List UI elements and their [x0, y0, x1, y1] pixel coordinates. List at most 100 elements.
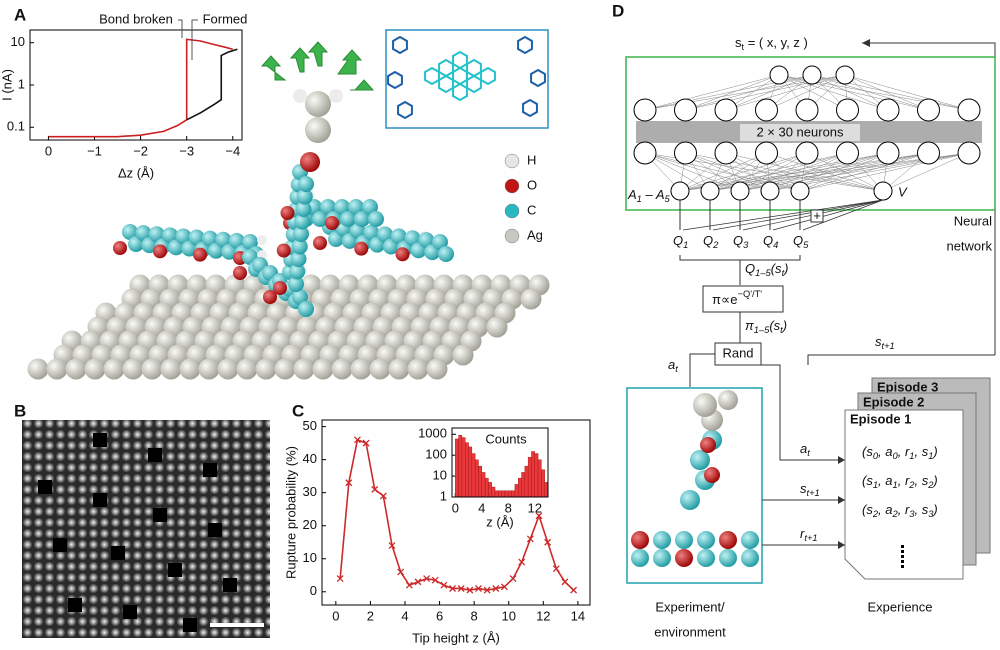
silver-atom	[274, 358, 296, 380]
plus-box	[810, 209, 824, 223]
text-segment: 2	[712, 240, 719, 250]
silver-atom	[331, 358, 353, 380]
data-point	[379, 492, 387, 500]
atom	[697, 549, 715, 567]
experience-input-label: st+1	[800, 481, 820, 498]
force-arrow	[350, 79, 375, 91]
connection	[739, 152, 808, 192]
data-point	[483, 586, 491, 594]
ellipsis-dot	[901, 550, 904, 553]
vacancy	[123, 605, 137, 619]
data-point	[492, 585, 500, 592]
connection	[679, 152, 767, 192]
atom	[300, 152, 320, 172]
data-point	[561, 578, 569, 586]
atom	[653, 549, 671, 567]
environment-label: environment	[654, 624, 726, 639]
data-point	[466, 586, 474, 594]
y-tick-label: 50	[303, 418, 317, 433]
text-segment: −Q'/T'	[738, 289, 763, 299]
input-neuron	[802, 65, 822, 85]
vacancy	[223, 578, 237, 592]
atom-legend-label: Ag	[527, 227, 543, 242]
atom	[741, 549, 759, 567]
text-segment: = ( x, y, z )	[744, 35, 808, 50]
text-segment: s	[875, 334, 882, 349]
x-tick-label: −3	[179, 143, 194, 158]
inset-title: Counts	[485, 431, 527, 446]
arrowhead	[838, 541, 845, 549]
experience-input-label: rt+1	[800, 526, 818, 543]
histogram-bar	[531, 451, 535, 498]
atom	[320, 199, 336, 215]
rand-label: Rand	[722, 345, 753, 360]
atom	[298, 176, 314, 192]
data-point	[449, 585, 457, 592]
text-segment: 1	[928, 451, 933, 461]
neuron	[755, 141, 778, 165]
arrow	[689, 353, 995, 461]
histogram-bar	[511, 490, 516, 498]
data-point	[431, 576, 439, 584]
atom	[188, 229, 205, 246]
neuron	[674, 141, 697, 165]
neuron	[836, 141, 859, 165]
data-point	[336, 575, 344, 583]
text-segment: , r	[898, 473, 910, 488]
connection	[844, 74, 970, 111]
x-tick-label: 0	[452, 500, 459, 515]
histogram-bar	[508, 490, 512, 498]
vacancy	[93, 433, 107, 447]
histogram-bar	[527, 457, 532, 498]
transition-tuple: (s0, a0, r1, s1)	[862, 444, 938, 461]
connection	[725, 74, 846, 111]
atom	[294, 213, 311, 230]
force-arrow	[307, 41, 329, 67]
q-output-label: Q1–5(st)	[745, 261, 789, 278]
atom	[697, 531, 715, 549]
atom	[295, 201, 312, 217]
experience-label: Experience	[867, 599, 932, 614]
x-tick-label: 4	[401, 608, 408, 623]
text-segment: (s	[862, 444, 873, 459]
text-segment: )	[782, 261, 788, 276]
histogram-bar	[534, 453, 539, 498]
environment-label: Experiment/	[655, 599, 725, 614]
atom	[153, 244, 167, 259]
atom	[113, 241, 127, 255]
action-neuron	[790, 181, 810, 201]
q-label: Q3	[733, 233, 749, 250]
atom	[741, 531, 759, 549]
y-tick-label: 40	[303, 451, 317, 466]
atom	[242, 234, 258, 250]
hexagon	[387, 70, 403, 90]
y-tick-label: 1000	[418, 426, 447, 441]
atom	[340, 211, 356, 227]
x-tick-label: 4	[478, 500, 485, 515]
silver-atom	[293, 358, 315, 380]
atom	[293, 89, 307, 103]
atom	[325, 216, 339, 230]
y-axis-label: Rupture probability (%)	[283, 446, 298, 579]
x-axis-label: z (Å)	[486, 514, 513, 529]
y-tick-label: 30	[303, 484, 317, 499]
text-segment: 2	[892, 509, 899, 519]
hidden-label-bg	[740, 124, 860, 141]
action-neuron	[700, 181, 720, 201]
atom	[354, 211, 370, 227]
atom	[263, 290, 277, 304]
silver-atom	[312, 358, 334, 380]
text-segment: , s	[914, 444, 928, 459]
text-segment: 0	[893, 451, 899, 461]
atom	[162, 227, 178, 244]
episode-page	[844, 409, 964, 580]
arrowhead	[862, 39, 870, 47]
data-point	[371, 485, 379, 493]
text-segment: , a	[878, 473, 892, 488]
connection	[778, 74, 929, 111]
histogram-bar	[498, 490, 502, 498]
silver-atom	[452, 344, 474, 366]
x-tick-label: 0	[45, 143, 52, 158]
data-point	[397, 568, 405, 576]
text-segment: , s	[914, 502, 928, 517]
